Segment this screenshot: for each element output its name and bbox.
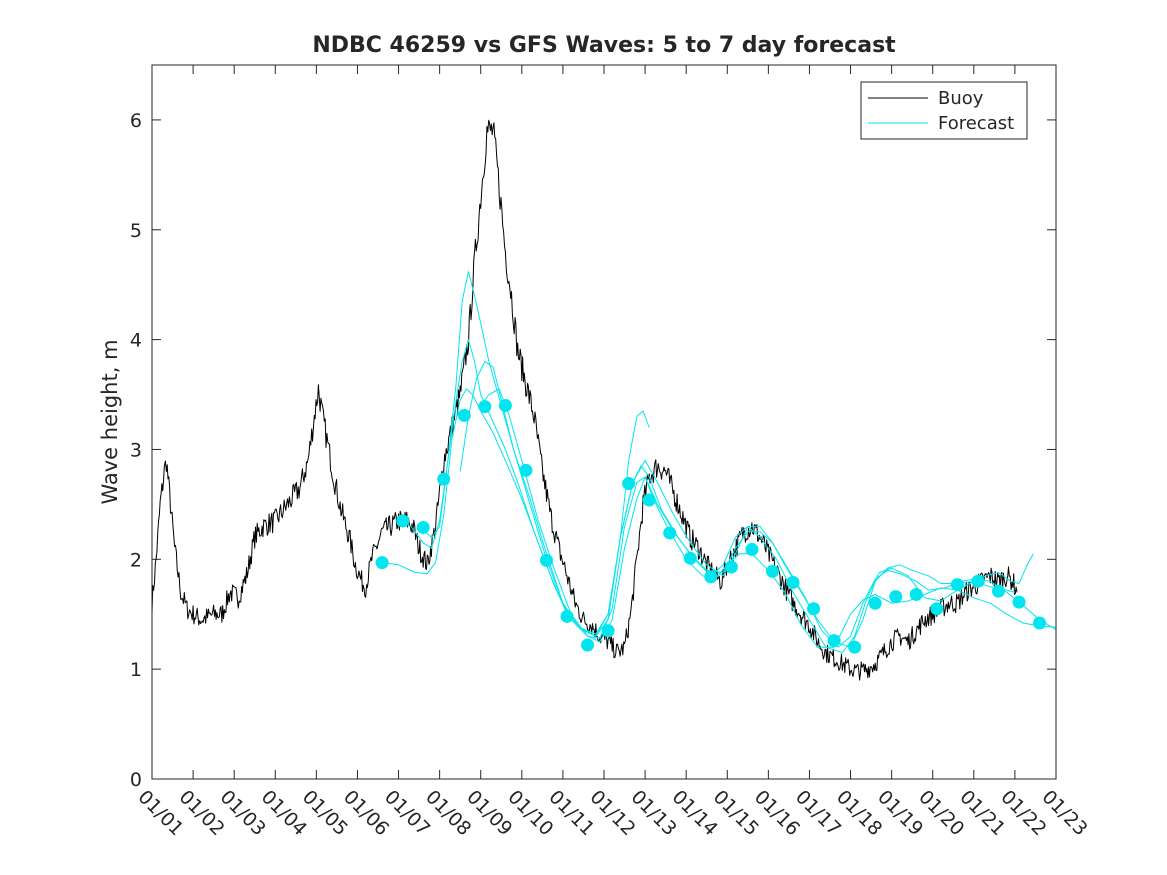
y-tick-label: 5 xyxy=(130,220,142,242)
forecast-marker xyxy=(601,624,615,638)
forecast-marker xyxy=(663,526,677,540)
forecast-marker xyxy=(786,575,800,589)
forecast-marker xyxy=(457,408,471,422)
forecast-marker xyxy=(868,596,882,610)
forecast-marker xyxy=(581,638,595,652)
forecast-marker xyxy=(889,590,903,604)
forecast-marker xyxy=(765,564,779,578)
forecast-marker xyxy=(827,634,841,648)
forecast-marker xyxy=(971,574,985,588)
forecast-marker xyxy=(683,551,697,565)
forecast-marker xyxy=(498,399,512,413)
y-tick-label: 3 xyxy=(130,439,142,461)
plot-area xyxy=(152,65,1056,779)
legend-label-forecast: Forecast xyxy=(938,113,1014,134)
forecast-marker xyxy=(950,578,964,592)
forecast-marker xyxy=(416,520,430,534)
forecast-marker xyxy=(909,587,923,601)
forecast-marker xyxy=(848,640,862,654)
forecast-marker xyxy=(991,584,1005,598)
y-tick-label: 6 xyxy=(130,110,142,132)
forecast-marker xyxy=(724,560,738,574)
forecast-marker xyxy=(519,463,533,477)
forecast-marker xyxy=(478,400,492,414)
plot-frame xyxy=(151,64,1057,780)
forecast-line xyxy=(398,339,1016,654)
forecast-marker xyxy=(1033,616,1047,630)
y-axis-label: Wave height, m xyxy=(98,339,122,504)
forecast-marker xyxy=(930,602,944,616)
forecast-marker xyxy=(807,602,821,616)
forecast-marker xyxy=(396,514,410,528)
y-tick-label: 0 xyxy=(130,769,142,791)
y-tick-label: 4 xyxy=(130,330,142,352)
y-tick-label: 1 xyxy=(130,659,142,681)
forecast-marker xyxy=(745,542,759,556)
forecast-marker xyxy=(642,493,656,507)
forecast-marker xyxy=(560,609,574,623)
forecast-marker xyxy=(622,477,636,491)
legend-box xyxy=(860,81,1028,140)
forecast-marker xyxy=(539,553,553,567)
legend: Buoy Forecast xyxy=(860,81,1028,140)
forecast-line xyxy=(480,388,1057,648)
y-tick-label: 2 xyxy=(130,549,142,571)
axis-ticks xyxy=(151,65,1057,780)
legend-label-buoy: Buoy xyxy=(938,88,984,109)
forecast-marker xyxy=(437,472,451,486)
forecast-marker xyxy=(375,556,389,570)
y-tick-labels: 0 1 2 3 4 5 6 xyxy=(130,110,142,791)
forecast-markers xyxy=(375,399,1047,654)
forecast-marker xyxy=(704,570,718,584)
forecast-marker xyxy=(1012,595,1026,609)
chart-title: NDBC 46259 vs GFS Waves: 5 to 7 day fore… xyxy=(312,33,896,58)
